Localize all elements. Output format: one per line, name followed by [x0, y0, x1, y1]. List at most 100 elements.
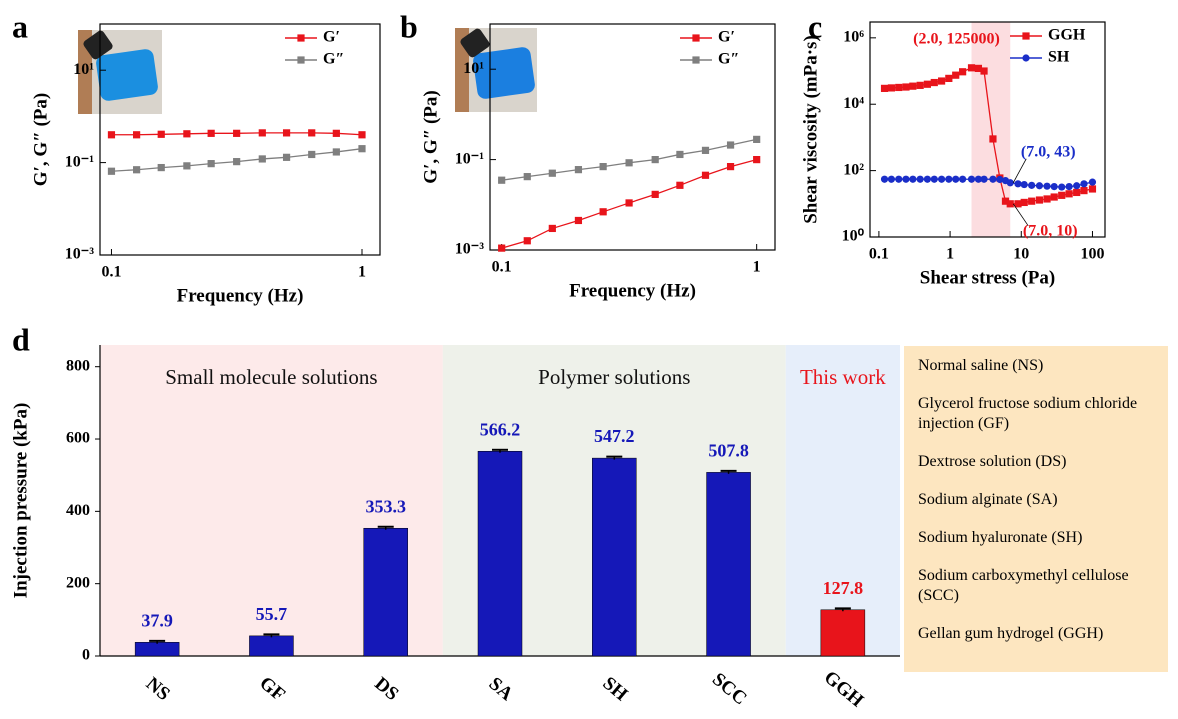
marker [937, 77, 946, 85]
marker [548, 169, 556, 177]
y-tick-label: 0 [82, 647, 90, 664]
marker [308, 129, 316, 137]
marker [133, 166, 141, 174]
marker [974, 64, 983, 73]
marker [523, 237, 531, 245]
marker [358, 131, 366, 139]
marker [1014, 180, 1022, 188]
marker [233, 129, 241, 137]
group-label: This work [800, 365, 886, 389]
marker [726, 163, 735, 171]
annotation: (2.0, 125000) [913, 30, 1000, 47]
marker [967, 175, 976, 183]
y-tick-label: 10⁴ [843, 95, 864, 112]
y-axis-label: G′, G″ (Pa) [420, 90, 441, 183]
x-tick-label: 1 [358, 264, 366, 281]
value-label: 566.2 [480, 419, 521, 439]
marker [952, 175, 960, 183]
marker [1022, 32, 1030, 40]
marker [980, 67, 988, 75]
legend-label: G′ [323, 29, 340, 46]
marker [282, 129, 291, 137]
marker [909, 175, 917, 183]
marker [498, 244, 506, 252]
annotation-arrow [1012, 203, 1029, 227]
marker [332, 148, 340, 156]
marker [651, 190, 659, 198]
marker [959, 175, 967, 183]
y-tick-label: 200 [66, 574, 90, 591]
value-label: 353.3 [365, 496, 406, 516]
marker [183, 162, 191, 170]
y-tick-label: 800 [66, 357, 90, 374]
x-tick-label: 0.1 [101, 264, 121, 281]
abbreviation: Sodium alginate (SA) [918, 491, 1058, 508]
legend-label: G″ [718, 51, 739, 68]
marker [1022, 54, 1030, 62]
marker [902, 83, 910, 91]
marker [1043, 182, 1051, 190]
marker [332, 129, 340, 137]
x-tick-label: 10 [1013, 246, 1029, 263]
bar [477, 450, 523, 657]
panel-label: c [808, 8, 822, 44]
y-tick-label: 10⁻¹ [65, 153, 94, 170]
marker [207, 129, 215, 137]
marker [599, 163, 607, 171]
marker [701, 171, 710, 179]
y-axis-label: G′, G″ (Pa) [30, 93, 51, 186]
group-label: Small molecule solutions [165, 365, 377, 389]
marker [258, 129, 266, 137]
marker [1050, 193, 1058, 201]
marker [1028, 181, 1036, 189]
x-tick-label: SH [599, 673, 632, 706]
marker [1058, 191, 1066, 199]
y-tick-label: 10¹ [463, 60, 484, 77]
value-label: 55.7 [256, 604, 288, 624]
x-tick-label: GF [255, 673, 289, 706]
abbreviation: Sodium carboxymethyl cellulose (SCC) [918, 567, 1129, 604]
marker [916, 81, 924, 89]
x-tick-label: NS [142, 673, 174, 705]
marker [916, 175, 924, 183]
x-tick-label: GGH [820, 667, 868, 712]
marker [297, 34, 305, 42]
marker [967, 64, 976, 72]
marker [107, 131, 116, 139]
marker [880, 175, 889, 183]
marker [1080, 186, 1088, 195]
marker [1006, 179, 1014, 187]
marker [902, 175, 910, 183]
marker [1088, 185, 1097, 193]
marker [1028, 197, 1036, 205]
x-tick-label: 1 [946, 246, 954, 263]
bar [592, 457, 637, 657]
plot-frame [869, 21, 1106, 238]
abbreviation: Glycerol fructose sodium chloride inject… [918, 395, 1138, 432]
marker [909, 82, 917, 90]
marker [989, 135, 997, 143]
marker [1088, 178, 1097, 186]
marker [895, 175, 903, 183]
annotation-arrow [1012, 158, 1027, 183]
marker [989, 175, 997, 183]
legend-label: SH [1048, 49, 1070, 66]
x-tick-label: 0.1 [492, 259, 512, 276]
y-tick-label: 10⁶ [843, 29, 864, 46]
marker [107, 167, 116, 175]
x-tick-label: 100 [1080, 246, 1104, 263]
y-tick-label: 10² [843, 161, 864, 178]
marker [183, 130, 191, 138]
legend-label: GGH [1048, 27, 1086, 44]
y-tick-label: 10¹ [73, 61, 94, 78]
marker [726, 141, 735, 149]
y-tick-label: 10⁻³ [455, 241, 484, 258]
marker [676, 150, 684, 159]
marker [692, 56, 700, 64]
annotation: (7.0, 43) [1021, 143, 1076, 160]
legend-label: G′ [718, 29, 735, 46]
group-region [785, 345, 900, 656]
marker [574, 216, 583, 225]
marker [133, 131, 141, 139]
marker [157, 130, 165, 138]
